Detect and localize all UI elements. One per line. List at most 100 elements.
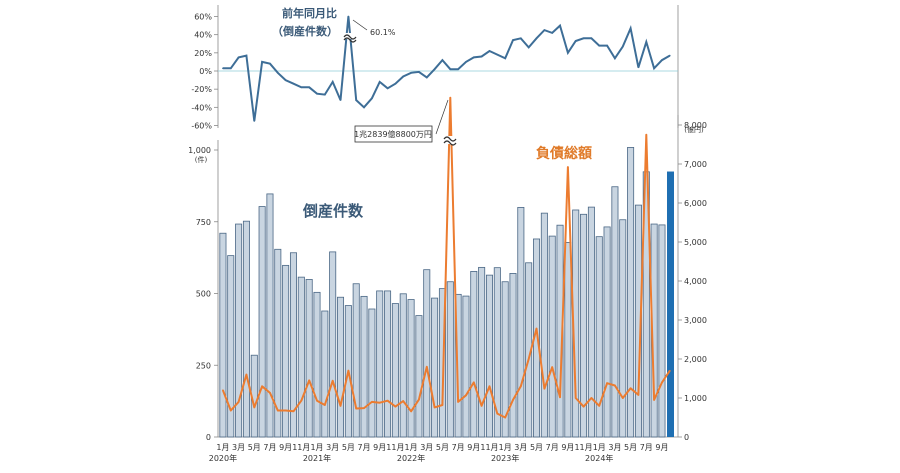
amount-tick-label: 4,000 bbox=[684, 277, 707, 286]
month-tick-label: 3月 bbox=[232, 443, 245, 452]
count-bar bbox=[485, 274, 493, 438]
count-bar bbox=[642, 171, 650, 438]
debt-point bbox=[253, 406, 256, 409]
month-tick-label: 3月 bbox=[420, 443, 433, 452]
count-bar bbox=[321, 310, 329, 438]
month-tick-label: 5月 bbox=[342, 443, 355, 452]
count-bar bbox=[517, 206, 525, 438]
debt-point bbox=[386, 399, 389, 402]
count-bar bbox=[235, 223, 243, 438]
count-bar bbox=[611, 186, 619, 438]
count-tick-label: 250 bbox=[196, 361, 211, 370]
debt-point bbox=[559, 396, 561, 399]
yoy-tick-label: 60% bbox=[194, 13, 212, 22]
count-series-label: 倒産件数 bbox=[302, 202, 364, 220]
count-bar bbox=[391, 303, 399, 438]
yoy-point bbox=[637, 66, 640, 69]
yoy-point bbox=[433, 68, 436, 70]
debt-point bbox=[614, 384, 616, 387]
amount-tick-label: 7,000 bbox=[684, 160, 707, 169]
count-bar bbox=[470, 270, 478, 438]
debt-point bbox=[308, 379, 310, 382]
count-bar bbox=[242, 220, 250, 438]
debt-point bbox=[371, 401, 373, 403]
count-tick-label: 500 bbox=[196, 290, 211, 299]
yoy-point bbox=[582, 37, 585, 40]
debt-point bbox=[269, 392, 271, 394]
yoy-point bbox=[520, 37, 522, 40]
debt-point bbox=[324, 404, 326, 406]
debt-point bbox=[527, 358, 530, 360]
amount-tick-label: 5,000 bbox=[684, 238, 707, 247]
count-bar bbox=[297, 276, 305, 438]
yoy-tick-label: -40% bbox=[191, 103, 212, 112]
month-tick-label: 5月 bbox=[530, 443, 543, 452]
debt-point bbox=[410, 410, 412, 413]
month-tick-label: 1月 bbox=[499, 443, 512, 452]
debt-point bbox=[582, 405, 585, 408]
year-label: 2020年 bbox=[209, 453, 237, 463]
yoy-point bbox=[449, 68, 452, 70]
debt-point bbox=[669, 369, 671, 372]
month-tick-label: 9月 bbox=[373, 443, 386, 452]
count-bar bbox=[627, 147, 635, 438]
year-label: 2022年 bbox=[397, 453, 425, 463]
yoy-point bbox=[473, 56, 475, 59]
year-label: 2023年 bbox=[491, 453, 519, 463]
debt-point bbox=[661, 381, 663, 384]
yoy-point bbox=[488, 50, 491, 52]
yoy-point bbox=[567, 52, 569, 54]
count-bar bbox=[274, 248, 282, 438]
debt-point bbox=[363, 407, 365, 409]
month-tick-label: 11月 bbox=[292, 443, 310, 452]
yoy-point bbox=[527, 46, 530, 49]
yoy-point bbox=[253, 120, 256, 122]
debt-break-mark bbox=[443, 136, 458, 146]
month-tick-label: 7月 bbox=[640, 443, 653, 452]
debt-point bbox=[496, 412, 499, 415]
count-tick-label: 0 bbox=[206, 433, 211, 442]
debt-point bbox=[261, 385, 263, 388]
debt-point bbox=[598, 405, 601, 407]
debt-annotation-leader bbox=[435, 99, 449, 135]
count-bar bbox=[438, 288, 446, 438]
yoy-point bbox=[512, 39, 514, 41]
count-bar bbox=[266, 193, 274, 438]
debt-point bbox=[300, 399, 303, 402]
count-bar bbox=[258, 206, 266, 438]
yoy-point bbox=[480, 55, 483, 58]
count-bar bbox=[493, 267, 501, 438]
latest-count-bar bbox=[667, 171, 674, 437]
debt-point bbox=[574, 397, 577, 399]
month-tick-label: 7月 bbox=[357, 443, 370, 452]
debt-point bbox=[284, 409, 287, 412]
yoy-point bbox=[621, 45, 624, 48]
yoy-point bbox=[229, 67, 232, 70]
count-bar bbox=[227, 255, 235, 438]
yoy-point bbox=[645, 41, 648, 43]
yoy-point bbox=[284, 79, 287, 81]
month-tick-label: 7月 bbox=[452, 443, 465, 452]
debt-point bbox=[441, 404, 444, 406]
month-tick-label: 1月 bbox=[593, 443, 606, 452]
yoy-point bbox=[363, 106, 365, 109]
debt-point bbox=[402, 400, 405, 402]
count-bar bbox=[415, 315, 423, 438]
count-bar bbox=[368, 308, 376, 438]
count-bar bbox=[407, 299, 415, 438]
yoy-point bbox=[339, 99, 342, 101]
month-tick-label: 5月 bbox=[624, 443, 637, 452]
debt-point bbox=[245, 373, 248, 376]
count-bar bbox=[540, 212, 548, 438]
yoy-title: 前年同月比 bbox=[282, 6, 337, 20]
debt-point bbox=[229, 409, 232, 412]
yoy-point bbox=[614, 57, 616, 60]
month-tick-label: 9月 bbox=[561, 443, 574, 452]
yoy-point bbox=[543, 29, 546, 31]
count-bar bbox=[337, 296, 345, 438]
debt-point bbox=[457, 401, 459, 403]
count-tick-label: 1,000 bbox=[188, 146, 211, 155]
amount-tick-label: 0 bbox=[684, 433, 689, 442]
